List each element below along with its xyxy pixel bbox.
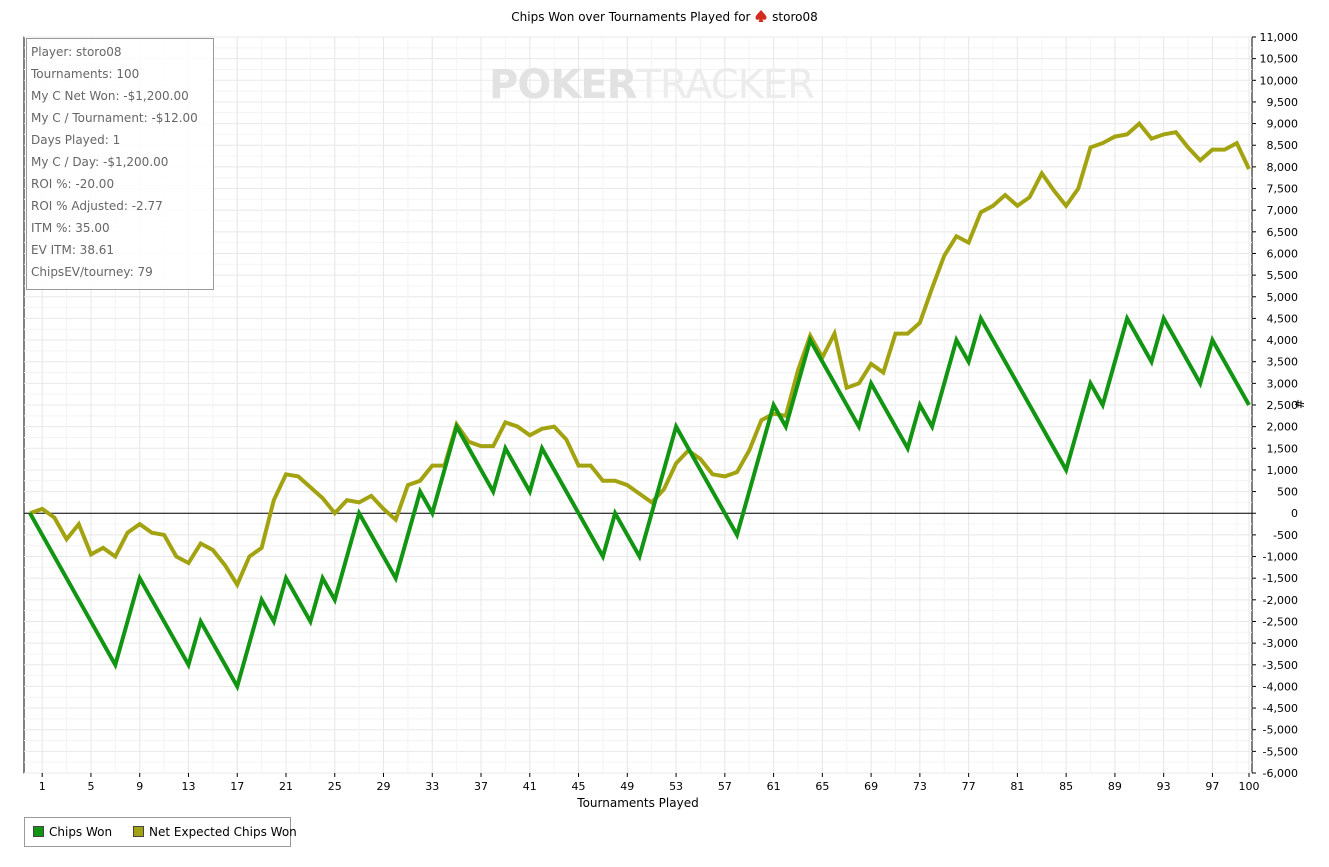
y-tick-label: -6,000 — [1263, 767, 1298, 780]
x-tick-label: 89 — [1108, 780, 1122, 793]
y-tick-label: 2,500 — [1267, 399, 1299, 412]
watermark-part-b: TRACKER — [636, 62, 814, 108]
y-tick-label: -3,500 — [1263, 659, 1298, 672]
stats-panel: Player: storo08 Tournaments: 100 My C Net … — [26, 38, 214, 290]
y-tick-label: -1,000 — [1263, 551, 1298, 564]
y-tick-label: -4,500 — [1263, 702, 1298, 715]
y-tick-label: 0 — [1291, 507, 1298, 520]
pokertracker-watermark: POKERTRACKER — [489, 62, 815, 108]
y-tick-label: 4,500 — [1267, 312, 1299, 325]
y-tick-label: -5,500 — [1263, 745, 1298, 758]
stats-row: Player: storo08 — [31, 45, 122, 59]
y-tick-label: 4,000 — [1267, 334, 1299, 347]
x-tick-label: 97 — [1205, 780, 1219, 793]
y-tick-label: -5,000 — [1263, 724, 1298, 737]
stats-row: EV ITM: 38.61 — [31, 243, 115, 257]
y-tick-label: 3,000 — [1267, 377, 1299, 390]
stats-row: Tournaments: 100 — [31, 67, 140, 81]
spade-icon — [755, 10, 767, 22]
stats-row: ITM %: 35.00 — [31, 221, 110, 235]
x-tick-label: 73 — [913, 780, 927, 793]
y-tick-label: 10,000 — [1260, 74, 1299, 87]
y-tick-label: -500 — [1273, 529, 1298, 542]
stats-row: ChipsEV/tourney: 79 — [31, 265, 153, 279]
x-tick-label: 21 — [279, 780, 293, 793]
y-tick-label: -1,500 — [1263, 572, 1298, 585]
x-tick-label: 61 — [767, 780, 781, 793]
y-tick-label: 1,000 — [1267, 464, 1299, 477]
legend-item-net-expected: Net Expected Chips Won — [133, 825, 297, 839]
y-tick-label: -2,000 — [1263, 594, 1298, 607]
stats-row: ROI %: -20.00 — [31, 177, 115, 191]
series-line-chips-won — [28, 313, 1251, 692]
y-tick-label: 6,000 — [1267, 247, 1299, 260]
x-tick-label: 81 — [1010, 780, 1024, 793]
x-axis-title: Tournaments Played — [577, 796, 699, 810]
stats-row: My C / Day: -$1,200.00 — [31, 155, 169, 169]
legend-swatch-net-expected — [133, 826, 144, 837]
y-tick-label: -3,000 — [1263, 637, 1298, 650]
x-tick-label: 25 — [328, 780, 342, 793]
x-tick-label: 53 — [669, 780, 683, 793]
x-tick-label: 45 — [572, 780, 586, 793]
x-tick-label: 41 — [523, 780, 537, 793]
chart-title: Chips Won over Tournaments Played for st… — [0, 9, 1329, 24]
y-tick-label: 500 — [1277, 486, 1298, 499]
y-tick-label: 5,000 — [1267, 291, 1299, 304]
y-tick-label: 2,000 — [1267, 421, 1299, 434]
chart-legend: Chips Won Net Expected Chips Won — [24, 817, 297, 847]
x-tick-label: 5 — [87, 780, 94, 793]
x-tick-label: 9 — [136, 780, 143, 793]
y-tick-label: 11,000 — [1260, 31, 1299, 44]
x-tick-label: 69 — [864, 780, 878, 793]
x-tick-label: 49 — [620, 780, 634, 793]
x-tick-label: 100 — [1239, 780, 1260, 793]
y-tick-label: 7,500 — [1267, 183, 1299, 196]
y-tick-label: 3,500 — [1267, 356, 1299, 369]
stats-row: ROI % Adjusted: -2.77 — [31, 199, 163, 213]
stats-row: My C Net Won: -$1,200.00 — [31, 89, 189, 103]
y-tick-label: 7,000 — [1267, 204, 1299, 217]
x-tick-label: 13 — [181, 780, 195, 793]
stats-row: Days Played: 1 — [31, 133, 121, 147]
y-tick-label: -2,500 — [1263, 615, 1298, 628]
x-tick-label: 29 — [377, 780, 391, 793]
series-line-net-expected — [29, 120, 1251, 589]
legend-item-chips-won: Chips Won — [33, 825, 112, 839]
chart-title-player: storo08 — [772, 10, 818, 24]
legend-swatch-chips-won — [33, 826, 44, 837]
y-tick-label: 1,500 — [1267, 442, 1299, 455]
x-tick-label: 33 — [425, 780, 439, 793]
x-tick-label: 37 — [474, 780, 488, 793]
y-tick-label: 9,500 — [1267, 96, 1299, 109]
chart-title-text: Chips Won over Tournaments Played for — [511, 10, 751, 24]
x-tick-label: 65 — [815, 780, 829, 793]
legend-label-chips-won: Chips Won — [49, 825, 113, 839]
y-tick-label: 9,000 — [1267, 118, 1299, 131]
legend-label-net-expected: Net Expected Chips Won — [149, 825, 297, 839]
x-tick-label: 1 — [39, 780, 46, 793]
y-tick-label: 5,500 — [1267, 269, 1299, 282]
stats-row: My C / Tournament: -$12.00 — [31, 111, 198, 125]
y-tick-label: -4,000 — [1263, 680, 1298, 693]
watermark-part-a: POKER — [489, 62, 637, 108]
x-tick-label: 77 — [962, 780, 976, 793]
x-tick-label: 17 — [230, 780, 244, 793]
y-tick-label: 6,500 — [1267, 226, 1299, 239]
y-tick-label: 8,500 — [1267, 139, 1299, 152]
y-tick-label: 8,000 — [1267, 161, 1299, 174]
y-axis-title: # — [1292, 399, 1306, 410]
x-tick-label: 93 — [1157, 780, 1171, 793]
x-tick-label: 85 — [1059, 780, 1073, 793]
y-tick-label: 10,500 — [1260, 53, 1299, 66]
x-tick-label: 57 — [718, 780, 732, 793]
